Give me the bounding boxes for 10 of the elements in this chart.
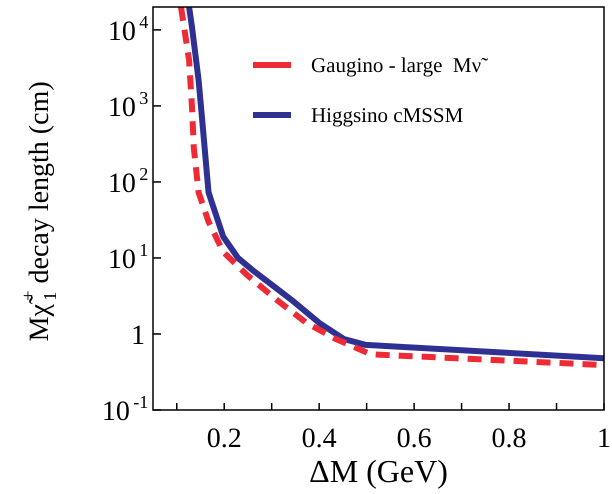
x-tick-label: 0.8 bbox=[492, 423, 527, 454]
x-tick-label: 0.2 bbox=[206, 423, 242, 454]
y-tick-label: 1 bbox=[131, 320, 145, 351]
x-tick-label: 0.6 bbox=[396, 423, 432, 454]
x-tick-label: 1 bbox=[597, 423, 611, 454]
x-tick-label: 0.4 bbox=[302, 423, 337, 454]
legend-label: Gaugino - large Mν̃ bbox=[311, 53, 488, 77]
x-axis-title: ΔM (GeV) bbox=[309, 453, 448, 489]
y-axis-title: Mχ̃1+ decay length (cm) bbox=[18, 81, 60, 342]
legend-label: Higgsino cMSSM bbox=[311, 103, 464, 127]
